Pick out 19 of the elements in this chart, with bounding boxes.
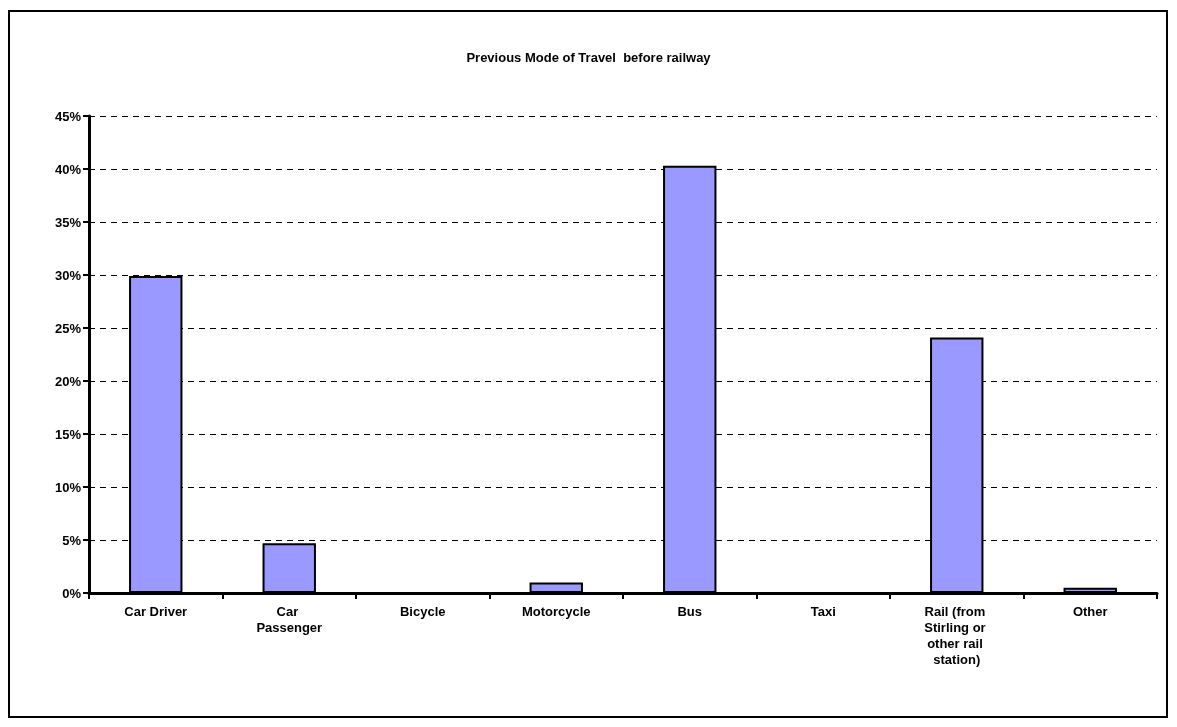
x-tick-label: Motorcycle xyxy=(521,603,591,619)
chart-title: Previous Mode of Travel before railway xyxy=(466,50,712,65)
x-tick-label: Other xyxy=(1072,603,1108,619)
y-tick-label: 40% xyxy=(54,161,82,177)
x-tick-label: Car Driver xyxy=(124,603,188,619)
x-tick-label: Taxi xyxy=(810,603,836,619)
y-tick-label: 0% xyxy=(62,585,82,601)
y-tick-label: 45% xyxy=(54,108,82,124)
y-tick-label: 30% xyxy=(54,267,82,283)
y-tick-label: 10% xyxy=(54,479,82,495)
y-tick-label: 5% xyxy=(62,532,82,548)
x-tick-label: Rail (from Stirling or other rail station) xyxy=(924,603,990,667)
y-tick-label: 15% xyxy=(54,426,82,442)
y-tick-label: 20% xyxy=(54,373,82,389)
x-tick-label: Car Passenger xyxy=(256,603,323,635)
y-tick-label: 25% xyxy=(54,320,82,336)
y-tick-label: 35% xyxy=(54,214,82,230)
x-tick-label: Bicycle xyxy=(399,603,446,619)
x-tick-label: Bus xyxy=(677,603,703,619)
